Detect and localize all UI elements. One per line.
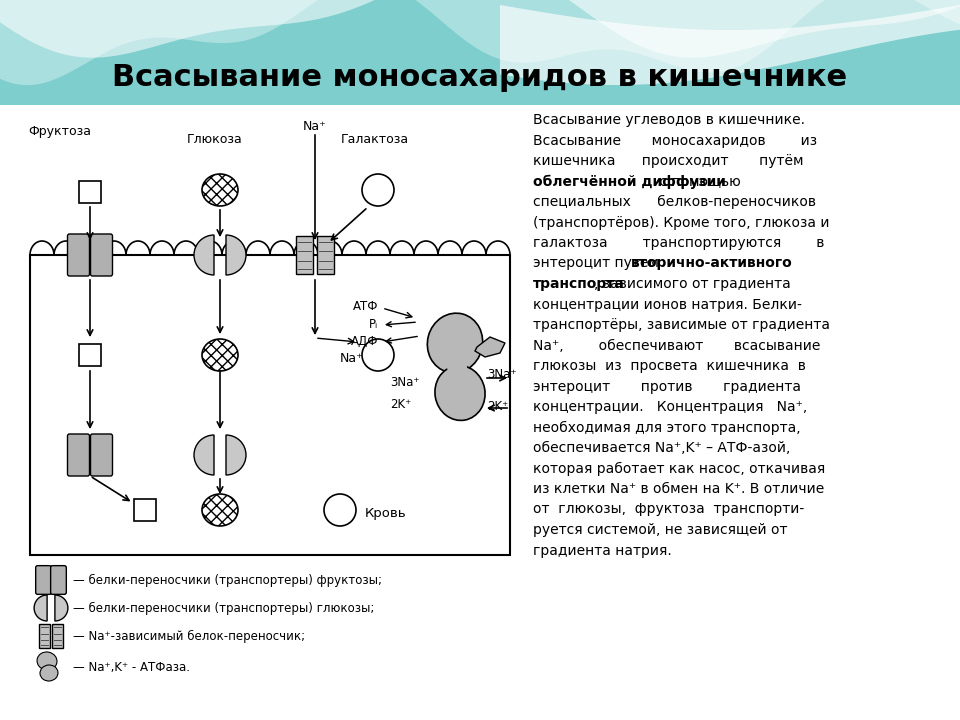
Ellipse shape: [447, 358, 467, 376]
Bar: [79, 181, 101, 203]
Polygon shape: [500, 5, 960, 85]
Text: транспорта: транспорта: [533, 277, 625, 291]
Text: Na⁺: Na⁺: [303, 120, 326, 133]
Text: которая работает как насос, откачивая: которая работает как насос, откачивая: [533, 462, 826, 476]
Circle shape: [324, 494, 356, 526]
Ellipse shape: [202, 494, 238, 526]
Text: специальных      белков-переносчиков: специальных белков-переносчиков: [533, 195, 816, 209]
Text: градиента натрия.: градиента натрия.: [533, 544, 672, 557]
Wedge shape: [194, 435, 214, 475]
Text: энтероцит путем: энтероцит путем: [533, 256, 663, 271]
Text: галактоза        транспортируются        в: галактоза транспортируются в: [533, 236, 825, 250]
Text: — Na⁺,K⁺ - АТФаза.: — Na⁺,K⁺ - АТФаза.: [73, 660, 190, 673]
Text: концентрации ионов натрия. Белки-: концентрации ионов натрия. Белки-: [533, 297, 802, 312]
Wedge shape: [55, 595, 68, 621]
Text: концентрации.   Концентрация   Na⁺,: концентрации. Концентрация Na⁺,: [533, 400, 807, 414]
Text: Всасывание углеводов в кишечнике.: Всасывание углеводов в кишечнике.: [533, 113, 805, 127]
Text: от  глюкозы,  фруктоза  транспорти-: от глюкозы, фруктоза транспорти-: [533, 503, 804, 516]
Text: из клетки Na⁺ в обмен на K⁺. В отличие: из клетки Na⁺ в обмен на K⁺. В отличие: [533, 482, 825, 496]
Text: необходимая для этого транспорта,: необходимая для этого транспорта,: [533, 420, 801, 435]
Text: Кровь: Кровь: [365, 506, 407, 520]
Text: Na⁺: Na⁺: [340, 351, 364, 364]
Text: Na⁺,        обеспечивают       всасывание: Na⁺, обеспечивают всасывание: [533, 338, 821, 353]
Text: Галактоза: Галактоза: [341, 133, 409, 146]
Text: — белки-переносчики (транспортеры) глюкозы;: — белки-переносчики (транспортеры) глюко…: [73, 601, 374, 615]
Bar: [0, 0, 960, 105]
Polygon shape: [475, 337, 505, 357]
Text: руется системой, не зависящей от: руется системой, не зависящей от: [533, 523, 787, 537]
Text: Фруктоза: Фруктоза: [29, 125, 91, 138]
Text: Всасывание моносахаридов в кишечнике: Всасывание моносахаридов в кишечнике: [112, 63, 848, 92]
Circle shape: [362, 174, 394, 206]
Bar: [0, 105, 960, 720]
Bar: [134, 499, 156, 521]
Bar: [317, 236, 334, 274]
FancyBboxPatch shape: [67, 234, 89, 276]
Text: АДФ: АДФ: [350, 335, 378, 348]
Ellipse shape: [40, 665, 58, 681]
Ellipse shape: [427, 313, 483, 373]
Text: (транспортёров). Кроме того, глюкоза и: (транспортёров). Кроме того, глюкоза и: [533, 215, 829, 230]
Ellipse shape: [202, 174, 238, 206]
Wedge shape: [226, 435, 246, 475]
Text: 2K⁺: 2K⁺: [487, 400, 508, 413]
Wedge shape: [226, 235, 246, 275]
Text: 2K⁺: 2K⁺: [390, 398, 411, 412]
Text: — белки-переносчики (транспортеры) фруктозы;: — белки-переносчики (транспортеры) фрукт…: [73, 573, 382, 587]
Text: облегчённой диффузии: облегчённой диффузии: [533, 174, 726, 189]
Bar: [296, 236, 313, 274]
Bar: [52, 624, 63, 648]
FancyBboxPatch shape: [90, 434, 112, 476]
Text: вторично-активного: вторично-активного: [631, 256, 792, 271]
Text: Всасывание       моносахаридов        из: Всасывание моносахаридов из: [533, 133, 817, 148]
Bar: [38, 624, 50, 648]
Ellipse shape: [37, 652, 57, 670]
Polygon shape: [0, 0, 960, 85]
Polygon shape: [0, 0, 960, 58]
Wedge shape: [35, 595, 47, 621]
Text: , зависимого от градиента: , зависимого от градиента: [594, 277, 791, 291]
Text: энтероцит       против       градиента: энтероцит против градиента: [533, 379, 801, 394]
FancyBboxPatch shape: [90, 234, 112, 276]
Bar: [79, 344, 101, 366]
Wedge shape: [194, 235, 214, 275]
Text: 3Na⁺: 3Na⁺: [487, 369, 516, 382]
Ellipse shape: [435, 366, 485, 420]
Circle shape: [362, 339, 394, 371]
Text: 3Na⁺: 3Na⁺: [390, 377, 420, 390]
FancyBboxPatch shape: [67, 434, 89, 476]
Text: обеспечивается Na⁺,K⁺ – АТФ-азой,: обеспечивается Na⁺,K⁺ – АТФ-азой,: [533, 441, 790, 455]
FancyBboxPatch shape: [51, 566, 66, 594]
Text: с помощью: с помощью: [655, 174, 741, 189]
FancyBboxPatch shape: [36, 566, 52, 594]
Bar: [30, 255, 510, 555]
Text: АТФ: АТФ: [352, 300, 378, 313]
Ellipse shape: [202, 339, 238, 371]
Text: транспортёры, зависимые от градиента: транспортёры, зависимые от градиента: [533, 318, 830, 332]
Text: — Na⁺-зависимый белок-переносчик;: — Na⁺-зависимый белок-переносчик;: [73, 629, 305, 642]
Text: Pᵢ: Pᵢ: [369, 318, 378, 330]
Text: Глюкоза: Глюкоза: [187, 133, 243, 146]
Text: кишечника      происходит       путём: кишечника происходит путём: [533, 154, 804, 168]
Text: глюкозы  из  просвета  кишечника  в: глюкозы из просвета кишечника в: [533, 359, 805, 373]
